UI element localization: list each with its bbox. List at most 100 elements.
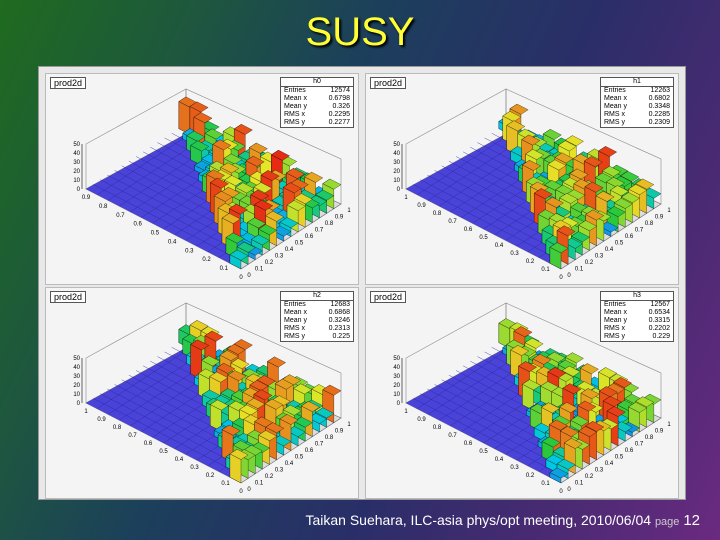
x-tick-label: 0.8: [113, 425, 122, 431]
stats-row: Mean x 0.6534: [601, 309, 673, 317]
stats-key: RMS y: [604, 119, 625, 126]
stats-box-h0: h0 Entries 12574 Mean x 0.6798 Mean y 0.326 RMS…: [280, 77, 354, 128]
lego-bar: [190, 140, 210, 166]
y-tick-label: 1: [667, 422, 671, 428]
stats-value: 12574: [330, 87, 350, 94]
stats-value: 0.2202: [648, 325, 670, 332]
stats-row: RMS y 0.2309: [601, 119, 673, 127]
z-tick-label: 20: [73, 169, 80, 175]
y-tick-label: 0.1: [255, 267, 264, 273]
stats-row: Mean x 0.6798: [281, 95, 353, 103]
stats-row: Entries 12567: [601, 301, 673, 309]
stats-row: RMS y 0.2277: [281, 119, 353, 127]
stats-value: 0.2295: [328, 111, 350, 118]
y-tick-label: 0.5: [615, 455, 624, 461]
stats-row: Mean y 0.3315: [601, 317, 673, 325]
x-tick-label: 0.8: [433, 425, 442, 431]
stats-key: Entries: [604, 87, 626, 94]
y-tick-label: 0.6: [305, 448, 314, 454]
z-tick-label: 50: [393, 356, 400, 362]
lego-bar: [522, 379, 541, 411]
y-tick-label: 0.6: [305, 234, 314, 240]
z-tick-label: 40: [73, 365, 80, 371]
stats-row: RMS x 0.2285: [601, 111, 673, 119]
x-tick-label: 0.7: [448, 433, 457, 439]
stats-key: Mean y: [284, 317, 307, 324]
lego-bar: [190, 339, 210, 380]
x-tick-label: 0.9: [417, 417, 426, 423]
x-tick-label: 0.7: [128, 433, 137, 439]
lego-plot-h3: 5040302010010.90.80.70.60.50.40.30.20.10…: [393, 302, 671, 495]
lego-plot-h1: 5040302010010.90.80.70.60.50.40.30.20.10…: [393, 88, 671, 281]
y-tick-label: 0.5: [615, 241, 624, 247]
lego-bar: [229, 249, 249, 270]
stats-value: 0.3246: [328, 317, 350, 324]
stats-row: Mean x 0.6802: [601, 95, 673, 103]
stats-key: Mean x: [284, 309, 307, 316]
empty-region: [86, 348, 241, 483]
y-tick-label: 0.9: [655, 429, 664, 435]
y-tick-label: 0.1: [575, 481, 584, 487]
x-tick-label: 0.4: [168, 239, 177, 245]
z-tick-label: 10: [73, 392, 80, 398]
x-tick-label: 0.1: [220, 266, 229, 272]
y-tick-label: 0.7: [315, 228, 324, 234]
stats-key: Entries: [284, 87, 306, 94]
x-tick-label: 0.9: [417, 203, 426, 209]
y-tick-label: 0.2: [265, 474, 274, 480]
z-tick-label: 40: [393, 151, 400, 157]
y-tick-label: 0.2: [265, 260, 274, 266]
empty-region: [406, 134, 561, 269]
stats-key: Mean x: [284, 95, 307, 102]
x-tick-label: 0.2: [526, 259, 535, 265]
canvas-title: prod2d: [50, 77, 87, 89]
y-tick-label: 0.3: [595, 254, 604, 260]
stats-key: Mean x: [604, 309, 627, 316]
x-tick-label: 0: [559, 489, 563, 495]
stats-value: 0.6868: [328, 309, 350, 316]
x-tick-label: 0: [239, 489, 243, 495]
x-tick-label: 0.6: [144, 441, 153, 447]
x-tick-label: 1: [404, 195, 408, 201]
stats-key: Mean x: [604, 95, 627, 102]
x-tick-label: 1: [84, 409, 88, 415]
z-tick-label: 30: [393, 160, 400, 166]
y-tick-label: 0.7: [315, 442, 324, 448]
z-tick-label: 30: [393, 374, 400, 380]
y-tick-label: 0.4: [285, 461, 294, 467]
stats-row: Entries 12263: [601, 87, 673, 95]
x-tick-label: 0.5: [479, 235, 488, 241]
stats-row: RMS y 0.225: [281, 333, 353, 341]
stats-row: Mean y 0.3348: [601, 103, 673, 111]
z-tick-label: 10: [73, 178, 80, 184]
x-tick-label: 0.6: [133, 222, 142, 228]
y-tick-label: 0.6: [625, 234, 634, 240]
z-tick-label: 20: [393, 169, 400, 175]
stats-key: RMS y: [604, 333, 625, 340]
x-tick-label: 0.1: [541, 267, 550, 273]
x-tick-label: 0.4: [495, 243, 504, 249]
stats-key: RMS y: [284, 333, 305, 340]
page-number: 12: [683, 512, 700, 529]
empty-region: [406, 348, 561, 483]
x-tick-label: 0.3: [190, 465, 199, 471]
stats-name: h2: [281, 292, 353, 301]
stats-value: 0.2313: [328, 325, 350, 332]
stats-value: 0.3315: [648, 317, 670, 324]
y-tick-label: 0.4: [605, 461, 614, 467]
y-tick-label: 0.1: [255, 481, 264, 487]
z-tick-label: 50: [393, 142, 400, 148]
stats-box-h2: h2 Entries 12683 Mean x 0.6868 Mean y 0.3246 RM…: [280, 291, 354, 342]
stats-row: Mean y 0.3246: [281, 317, 353, 325]
stats-name: h3: [601, 292, 673, 301]
x-tick-label: 0.8: [433, 211, 442, 217]
y-tick-label: 0: [567, 487, 571, 493]
grid-line: [96, 129, 198, 195]
lego-bar: [198, 368, 218, 401]
y-tick-label: 0.9: [335, 215, 344, 221]
z-tick-label: 0: [397, 401, 401, 407]
y-tick-label: 0.1: [575, 267, 584, 273]
x-tick-label: 0.2: [202, 257, 211, 263]
footer-credit: Taikan Suehara, ILC-asia phys/opt meetin…: [305, 512, 652, 528]
stats-value: 0.2309: [648, 119, 670, 126]
